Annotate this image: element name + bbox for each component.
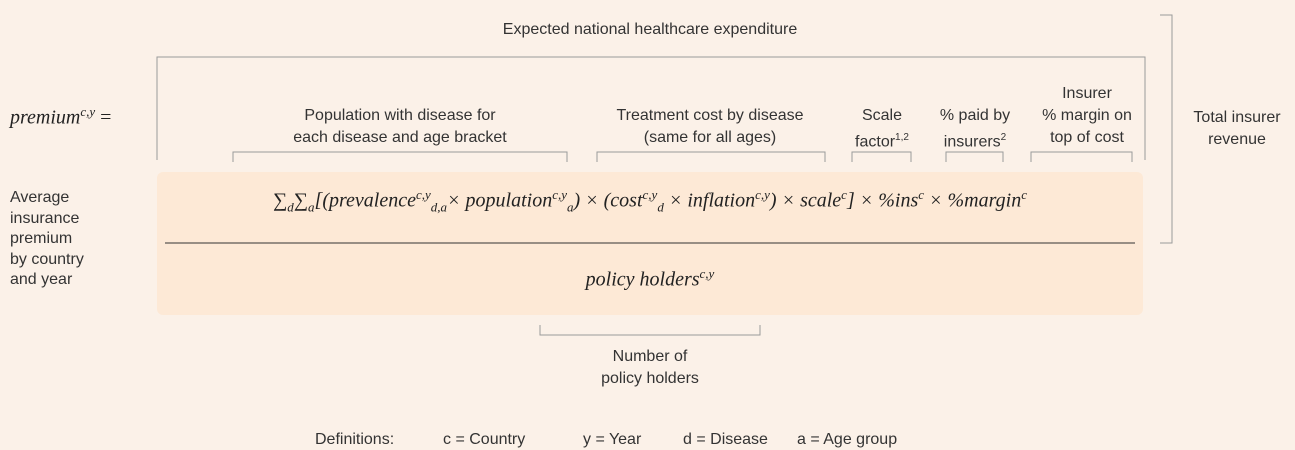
text-line: insurance [10,209,80,227]
definition-item: a = Age group [797,431,898,448]
superscript: c,y [80,104,96,119]
denominator: policy holdersc,y [586,266,715,292]
math-token: [(prevalence [314,189,416,212]
text: Insurer [1062,85,1112,102]
text-line: revenue [1208,131,1266,148]
bracket-expenditure [156,56,1146,160]
text: Treatment cost by disease [616,107,804,124]
text-line: (same for all ages) [616,127,803,149]
text-line: policy holders [601,370,699,387]
text: Population with disease for [304,107,496,124]
text-line: % paid by [940,105,1010,127]
bracket-scale [851,151,912,162]
component-label: Treatment cost by disease (same for all a… [616,105,803,149]
math-token: ) × scale [769,189,842,212]
math-token: ] × %ins [846,189,919,212]
text: % margin on [1042,107,1132,124]
superscript: c [841,187,847,202]
text: top of cost [1050,129,1124,146]
definitions-label: Definitions: [315,431,395,448]
bracket-paid [945,151,1004,162]
text-line: Insurer [1042,83,1132,105]
component-label: Scale factor1,2 [855,105,909,153]
header: Expected national healthcare expenditure [502,21,798,38]
subscript: a [566,199,574,215]
lhs: premiumc,y = [10,104,111,130]
bracket-cost [596,151,826,162]
right-label: Total insurer revenue [1193,107,1280,151]
superscript: c,y [642,187,658,202]
math-token: × inflation [663,189,756,212]
superscript: c,y [699,266,715,281]
superscript: c,y [755,187,770,202]
text: % paid by [939,107,1011,124]
text: each disease and age bracket [293,129,507,146]
text-line: factor1,2 [855,127,909,153]
component-label: % paid by insurers2 [940,105,1010,153]
component-label: Population with disease for each disease … [293,105,506,149]
text-line: premium [10,230,73,247]
text-line: and year [10,271,73,288]
subscript: a [308,199,315,215]
superscript: c [1021,187,1027,202]
subscript: d,a [430,199,448,215]
left-label: Average insurance premium by country and yea… [10,188,84,291]
superscript: c [918,187,925,202]
bottom-label: Number of policy holders [601,346,699,390]
math-token: ∑ [273,189,288,212]
text-line: Population with disease for [293,105,506,127]
math-token: ) × (cost [573,189,643,212]
math-token: ∑ [293,189,309,212]
superscript: c,y [415,187,431,202]
equals: = [100,106,112,129]
text-line: by country [10,250,84,268]
text: insurers [943,133,1001,151]
component-label: Insurer % margin on top of cost [1042,83,1132,149]
bracket-population [232,151,568,162]
text-line: Average [10,189,70,206]
text-line: top of cost [1042,127,1132,149]
subscript: d [657,199,664,215]
numerator: ∑d∑a[(prevalencec,yd,a× populationc,ya) … [273,187,1027,216]
math-token: × population [447,189,553,212]
bracket-margin [1030,151,1133,162]
bracket-holders [539,325,761,336]
text: factor [855,133,896,151]
superscript: c,y [552,187,567,202]
text: (same for all ages) [643,129,777,146]
text-line: Number of [612,348,688,365]
definition-item: c = Country [443,431,526,448]
text: Scale [861,107,903,124]
definition-item: d = Disease [683,431,768,448]
math-token: × %margin [924,189,1022,212]
math-token: policy holders [585,268,700,291]
superscript: 1,2 [895,132,909,143]
subscript: d [287,199,294,215]
bracket-revenue [1160,14,1173,244]
text-line: Total insurer [1193,109,1281,126]
text-line: each disease and age bracket [293,127,506,149]
superscript: 2 [1000,132,1007,143]
text-line: Treatment cost by disease [616,105,803,127]
text-line: % margin on [1042,105,1132,127]
definition-item: y = Year [583,431,642,448]
math-token: premium [10,106,81,129]
text-line: Scale [855,105,909,127]
text-line: insurers2 [940,127,1010,153]
